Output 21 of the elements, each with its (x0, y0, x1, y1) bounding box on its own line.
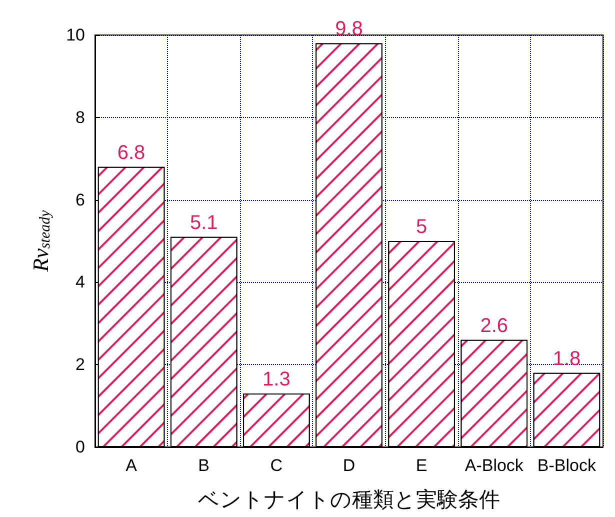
x-tick-label: B-Block (537, 456, 596, 475)
y-tick-label: 0 (76, 438, 85, 456)
y-tick-label: 2 (76, 355, 85, 374)
y-tick-label: 6 (76, 190, 85, 210)
data-label: 6.8 (117, 142, 146, 164)
x-tick-label: A-Block (464, 456, 524, 475)
x-axis-title: ベントナイトの種類と実験条件 (198, 488, 500, 512)
data-label: 5 (416, 216, 428, 238)
data-label: 1.8 (552, 348, 581, 370)
x-tick-label: D (342, 456, 356, 475)
x-tick-label: B (198, 456, 210, 475)
y-tick-label: 10 (66, 26, 85, 44)
y-tick-label: 4 (76, 272, 85, 292)
data-label: 2.6 (480, 314, 508, 337)
data-label: 1.3 (262, 368, 290, 390)
x-tick-label: A (126, 456, 138, 475)
y-tick-label: 8 (76, 108, 85, 127)
x-tick-label: C (270, 456, 283, 475)
data-label: 5.1 (190, 212, 218, 234)
x-tick-label: E (416, 456, 428, 475)
y-axis-title: Rvsteady (28, 210, 54, 273)
